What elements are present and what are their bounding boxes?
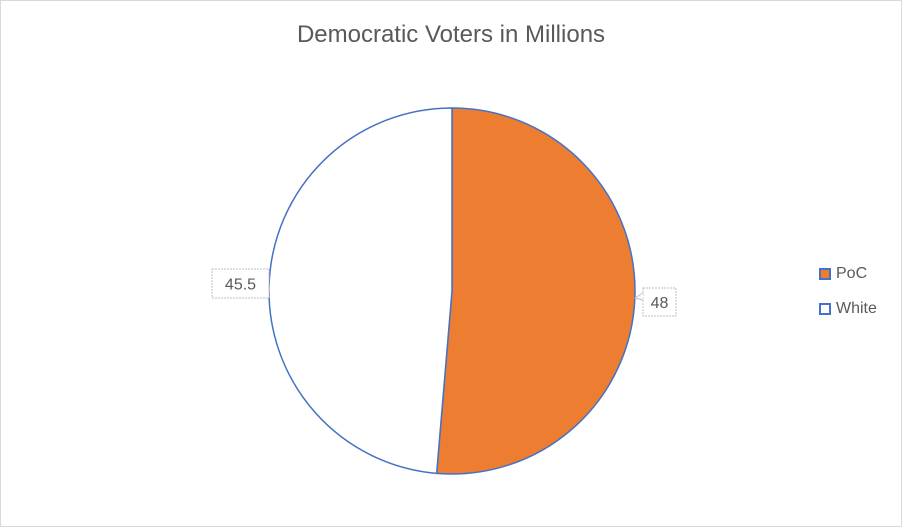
legend-swatch-poc: [819, 268, 831, 280]
legend-label-white: White: [836, 300, 877, 317]
legend-label-poc: PoC: [836, 265, 868, 282]
data-label-pointer: [633, 292, 644, 301]
legend-item-white: White: [819, 300, 877, 318]
chart-title: Democratic Voters in Millions: [296, 21, 606, 48]
data-label-text: 48: [651, 295, 669, 312]
legend-swatch-white: [819, 303, 831, 315]
data-label-text: 45.5: [225, 277, 256, 294]
data-label-box: [211, 268, 270, 299]
data-label-white: 45.5: [211, 268, 270, 299]
pie-slice-white: [268, 107, 453, 475]
pie-slice-poc: [435, 107, 636, 475]
data-label-poc: 48: [633, 287, 677, 317]
data-label-box: [642, 287, 677, 317]
legend-item-poc: PoC: [819, 265, 867, 283]
